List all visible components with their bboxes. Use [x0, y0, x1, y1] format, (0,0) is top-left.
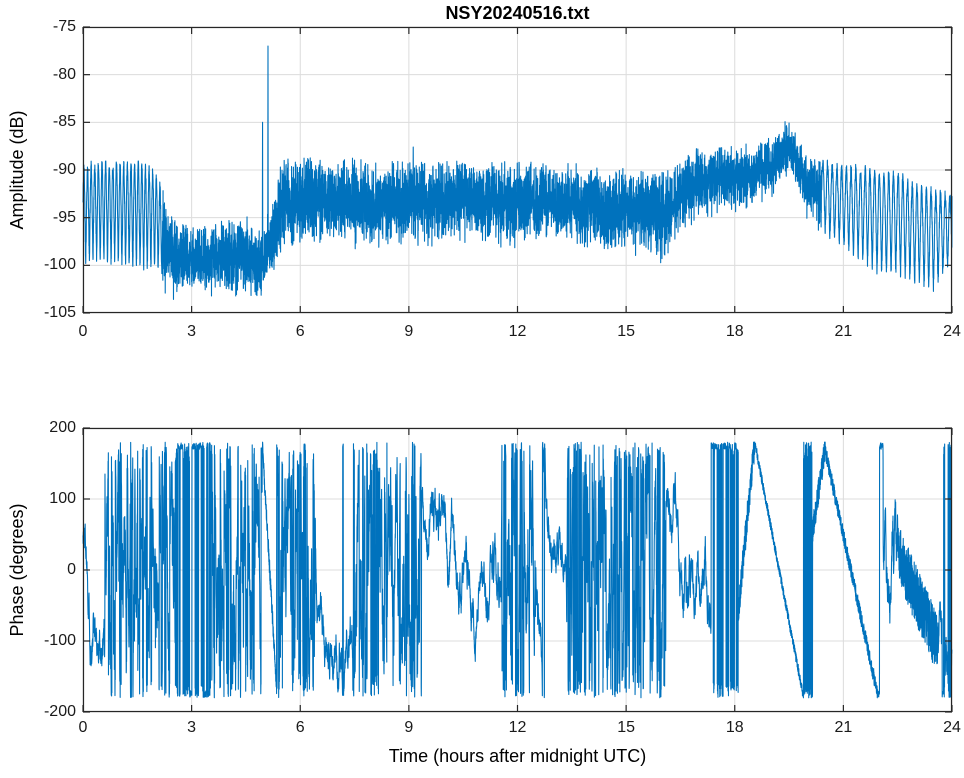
- y-tick-label: 100: [49, 490, 76, 507]
- y-tick-label: -95: [52, 208, 76, 226]
- y-tick-label: 0: [67, 561, 76, 578]
- time-x-axis-label: Time (hours after midnight UTC): [388, 746, 647, 766]
- y-tick-label: -100: [43, 256, 76, 274]
- x-tick-label: 6: [295, 323, 305, 340]
- x-tick-label: 0: [78, 719, 88, 736]
- x-tick-label: 6: [295, 719, 305, 736]
- x-tick-label: 12: [508, 323, 527, 340]
- y-tick-label: 200: [49, 419, 76, 436]
- x-tick-label: 18: [725, 323, 744, 340]
- x-tick-label: 9: [404, 719, 414, 736]
- y-tick-label: -80: [52, 65, 76, 83]
- y-tick-label: -200: [43, 703, 76, 720]
- x-tick-label: 18: [725, 719, 744, 736]
- amplitude-plot: [82, 26, 953, 314]
- phase-plot: [82, 427, 953, 713]
- x-tick-label: 21: [834, 323, 853, 340]
- x-tick-label: 15: [617, 719, 636, 736]
- x-tick-label: 24: [943, 323, 961, 340]
- x-tick-label: 3: [187, 719, 197, 736]
- x-tick-label: 3: [187, 323, 197, 340]
- y-tick-label: -105: [43, 304, 76, 321]
- x-tick-label: 12: [508, 719, 527, 736]
- x-tick-label: 0: [78, 323, 88, 340]
- figure-title: NSY20240516.txt: [445, 3, 590, 23]
- x-tick-label: 24: [943, 719, 961, 736]
- y-tick-label: -100: [43, 632, 76, 649]
- x-tick-label: 21: [834, 719, 853, 736]
- y-tick-label: -90: [52, 161, 76, 178]
- x-tick-label: 9: [404, 323, 414, 340]
- y-tick-label: -85: [52, 113, 76, 131]
- x-tick-label: 15: [617, 323, 636, 340]
- y-tick-label: -75: [52, 18, 76, 35]
